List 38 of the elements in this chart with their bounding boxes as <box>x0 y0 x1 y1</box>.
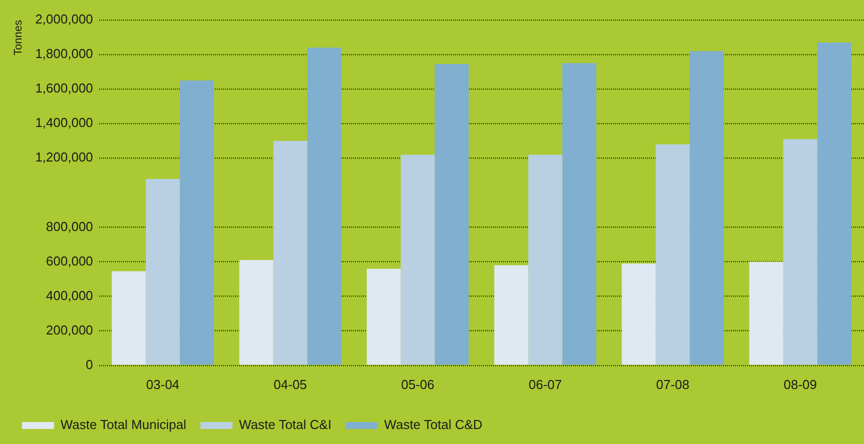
y-tick-label: 400,000 <box>46 288 94 303</box>
bar <box>273 140 308 365</box>
bar <box>622 264 656 365</box>
bar <box>400 154 435 365</box>
bar <box>307 48 342 365</box>
bar <box>146 178 180 365</box>
bar <box>434 64 469 365</box>
y-tick-label: 800,000 <box>46 218 94 234</box>
legend-label: Waste Total C&D <box>384 417 482 432</box>
bar <box>528 154 562 365</box>
y-tick-label: 0 <box>86 356 94 372</box>
y-tick-label: 1,800,000 <box>35 46 94 62</box>
legend-label: Waste Total Municipal <box>60 417 186 432</box>
x-tick-label: 07-08 <box>656 376 690 392</box>
bar <box>366 268 401 365</box>
bar <box>239 260 274 365</box>
x-tick-label: 08-09 <box>784 376 817 392</box>
x-tick-label: 03-04 <box>146 376 180 392</box>
y-tick-label: 600,000 <box>46 253 94 268</box>
bar <box>749 262 784 365</box>
x-tick-label: 05-06 <box>401 376 434 392</box>
bar <box>494 265 528 365</box>
bar <box>817 42 852 365</box>
bar <box>562 63 596 365</box>
y-tick-label: 1,600,000 <box>35 80 94 96</box>
y-tick-label: 1,400,000 <box>35 115 94 130</box>
bar <box>180 80 214 365</box>
x-tick-label: 06-07 <box>528 376 562 392</box>
y-tick-label: 1,200,000 <box>35 150 94 165</box>
y-axis-title: Tonnes <box>12 20 25 56</box>
x-tick-label: 04-05 <box>274 376 307 392</box>
bar <box>656 144 690 365</box>
y-tick-label: 2,000,000 <box>35 12 94 27</box>
y-tick-label: 200,000 <box>46 322 94 338</box>
bar <box>783 139 818 365</box>
bar <box>690 51 724 365</box>
legend-label: Waste Total C&I <box>238 417 332 432</box>
bar <box>112 271 146 365</box>
